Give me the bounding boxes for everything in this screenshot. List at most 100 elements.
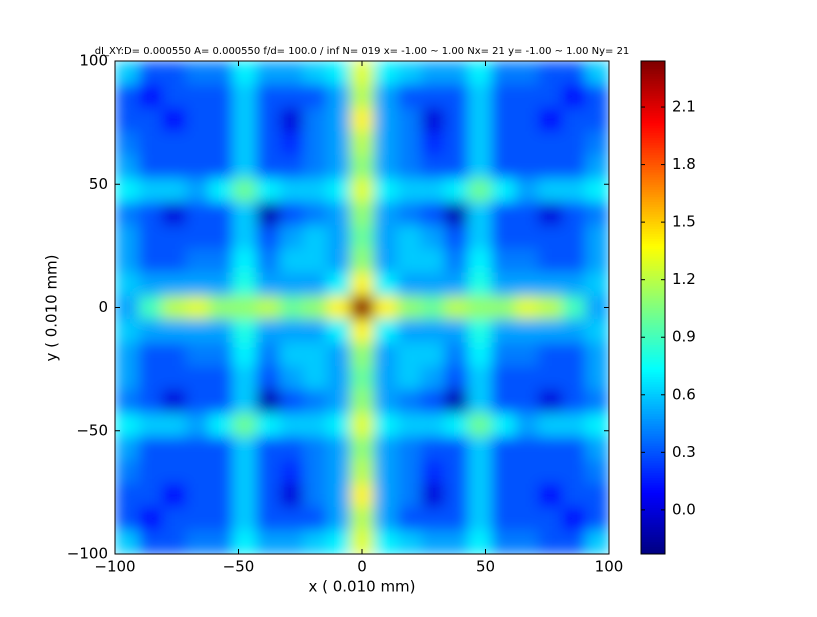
heatmap-cell [444,84,469,109]
heatmap-cell [185,131,210,156]
heatmap-cell [561,201,587,226]
heatmap-cell [514,131,540,156]
heatmap-cell [585,248,609,273]
heatmap-cell [397,178,422,203]
heatmap-cell [420,248,445,273]
heatmap-cell [514,272,540,297]
colorbar-swatch [641,236,665,239]
heatmap-cell [373,507,398,532]
heatmap-cell [115,107,140,133]
heatmap-cell [256,154,281,179]
heatmap-cell [538,319,563,344]
heatmap-cell [585,389,609,414]
colorbar-swatch [641,494,665,498]
heatmap-cell [162,201,187,226]
heatmap-cell [467,295,492,320]
heatmap-cell [420,84,445,109]
heatmap-cell [373,248,398,273]
heatmap-cell [303,178,328,203]
heatmap-cell [303,483,328,508]
heatmap-cell [467,389,492,414]
colorbar-swatch [641,351,665,355]
colorbar-swatch [641,450,665,454]
heatmap-cell [303,154,328,179]
colorbar-swatch [641,440,665,444]
colorbar-tick-label: 0.3 [672,443,696,461]
y-tick-label: 100 [79,52,108,70]
colorbar-swatch [641,245,665,249]
heatmap-cell [232,507,257,532]
heatmap-cell [444,507,469,532]
heatmap-cell [444,319,469,344]
heatmap-cell [138,131,163,156]
heatmap-cell [585,295,609,320]
heatmap-cell [303,319,328,344]
colorbar-swatch [641,411,665,414]
heatmap-cell [585,530,609,554]
heatmap-cell [279,389,304,414]
heatmap-cell [491,131,516,156]
heatmap-cell [420,154,445,179]
heatmap-cell [209,295,234,320]
heatmap-cell [514,178,540,203]
colorbar-swatch [641,137,665,141]
heatmap-cell [185,342,210,367]
heatmap-cell [256,389,281,414]
heatmap-cell [561,131,587,156]
colorbar-tick-label: 2.1 [672,98,696,116]
heatmap-cell [232,530,257,554]
heatmap-cell [538,342,563,367]
colorbar-swatch [641,166,665,170]
colorbar-swatch [641,211,665,215]
heatmap-cell [185,201,210,226]
heatmap-cell [115,178,140,203]
heatmap-cell [279,107,304,133]
heatmap-cell [115,389,140,414]
heatmap-cell [397,107,422,133]
heatmap-cell [185,413,210,438]
colorbar-swatch [641,97,665,101]
heatmap-cell [326,131,351,156]
heatmap-cell [138,107,163,133]
heatmap-cell [209,530,234,554]
heatmap-cell [209,61,234,86]
heatmap-cell [138,366,163,391]
heatmap-cell [162,107,187,133]
colorbar-swatch [641,551,665,555]
heatmap-cell [279,413,304,438]
heatmap-cell [115,483,140,508]
heatmap-cell [232,460,257,485]
heatmap-cell [467,225,492,250]
colorbar-swatch [641,255,665,259]
colorbar-swatch [641,408,665,412]
heatmap-cell [326,436,351,461]
heatmap-cell [444,295,469,320]
heatmap-cell [232,178,257,203]
heatmap-cell [326,154,351,179]
heatmap-cell [303,248,328,273]
heatmap-cell [303,389,328,414]
colorbar-swatch [641,226,665,230]
heatmap-cell [561,483,587,508]
heatmap-cell [256,530,281,554]
colorbar-swatch [641,231,665,235]
heatmap-cell [491,295,516,320]
colorbar-swatch [641,73,665,77]
heatmap-cell [162,342,187,367]
colorbar-swatch [641,354,665,358]
heatmap-cell [350,319,375,344]
colorbar-swatch [641,406,665,410]
heatmap-cell [209,483,234,508]
colorbar-swatch [641,519,665,523]
heatmap-cell [162,460,187,485]
heatmap-cell [514,248,540,273]
heatmap-cell [467,507,492,532]
heatmap-cell [232,248,257,273]
heatmap-cell [491,319,516,344]
heatmap-cell [138,342,163,367]
heatmap-cell [420,225,445,250]
heatmap-cell [467,107,492,133]
colorbar-swatch [641,455,665,459]
heatmap-cell [561,295,587,320]
heatmap-cell [561,319,587,344]
